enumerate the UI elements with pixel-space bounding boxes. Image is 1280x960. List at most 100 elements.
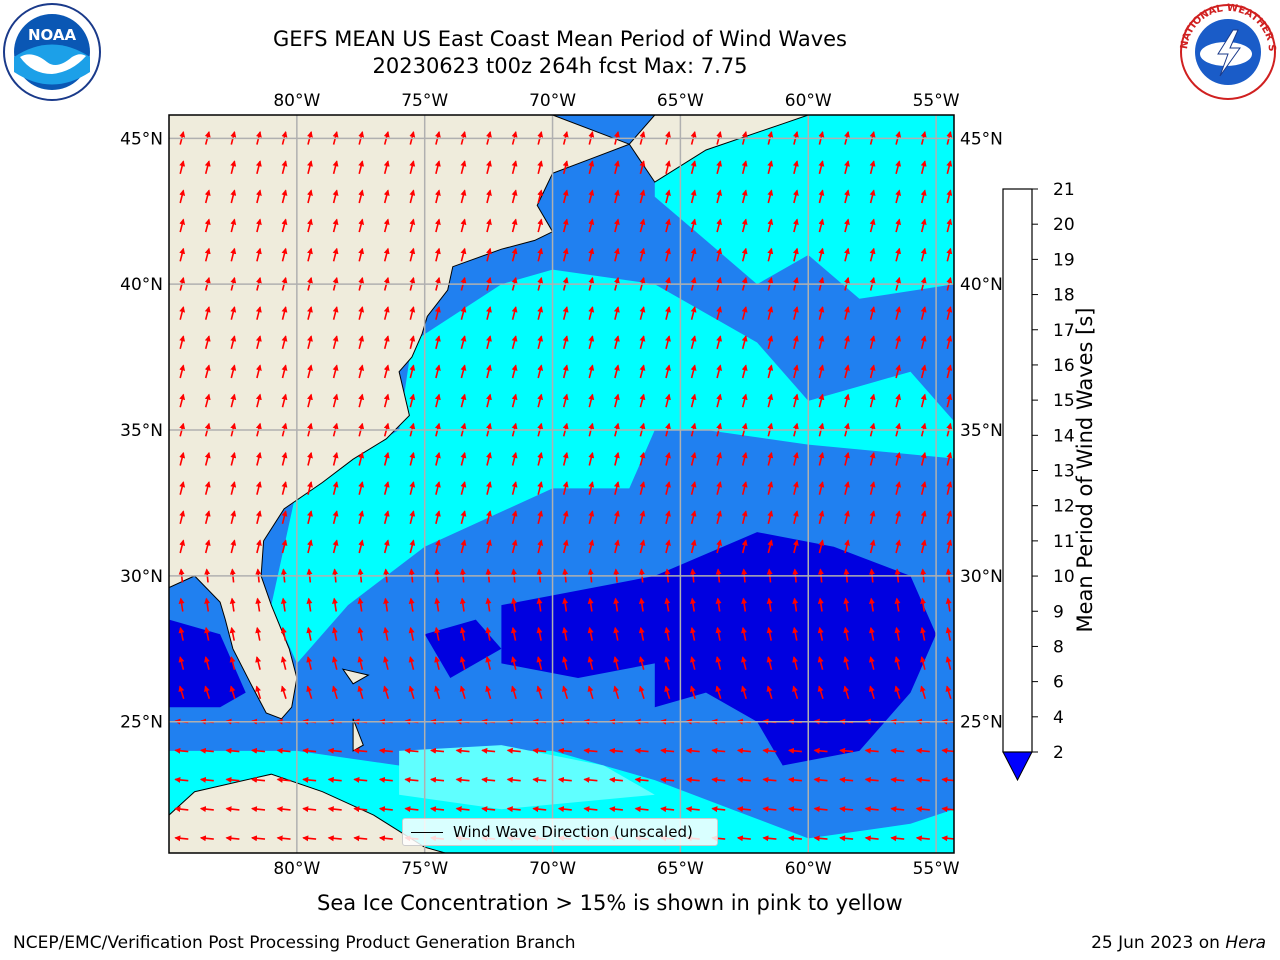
wave-arrow: [665, 451, 671, 466]
wave-arrow: [511, 539, 518, 554]
colorbar-tick-label: 14: [1053, 426, 1075, 446]
wave-arrow: [178, 626, 185, 641]
wave-arrow: [511, 364, 518, 379]
wave-arrow: [690, 393, 697, 408]
wave-arrow: [511, 510, 518, 524]
wave-arrow: [792, 364, 799, 379]
wave-arrow: [562, 510, 569, 524]
wave-arrow: [255, 335, 262, 349]
wave-arrow: [332, 306, 339, 320]
wave-arrow: [741, 247, 748, 262]
wave-arrow: [741, 510, 748, 524]
wave-arrow: [613, 510, 620, 524]
wave-arrow: [792, 393, 799, 408]
wave-arrow: [844, 335, 850, 349]
wave-arrow: [332, 247, 339, 262]
wave-arrow: [766, 685, 773, 700]
wave-arrow: [204, 481, 211, 495]
wave-arrow: [689, 626, 696, 641]
wave-arrow: [736, 776, 751, 783]
wave-arrow: [613, 539, 620, 554]
wave-arrow: [229, 685, 236, 700]
wave-arrow: [358, 160, 365, 174]
wave-arrow: [715, 685, 722, 700]
wave-arrow: [690, 306, 697, 320]
wave-arrow: [844, 510, 850, 524]
wave-arrow: [890, 835, 905, 842]
wave-arrow: [511, 306, 518, 320]
wave-arrow: [920, 393, 927, 408]
wave-arrow: [353, 806, 368, 813]
wave-arrow: [639, 510, 646, 525]
wave-arrow: [864, 806, 879, 813]
wave-arrow: [869, 510, 876, 524]
lat-tick-left: 45°N: [120, 129, 163, 149]
wave-arrow: [358, 247, 365, 262]
wave-arrow: [307, 160, 313, 174]
wave-arrow: [251, 835, 266, 842]
wave-arrow: [331, 656, 338, 670]
wave-arrow: [460, 364, 467, 379]
wave-arrow: [665, 481, 671, 495]
wave-arrow: [199, 806, 214, 813]
wave-arrow: [869, 247, 876, 262]
wave-arrow: [174, 747, 189, 754]
wave-arrow: [327, 747, 342, 754]
wave-arrow: [741, 364, 748, 379]
wave-arrow: [711, 747, 726, 754]
noaa-logo: NOAA: [3, 3, 101, 101]
wave-arrow: [302, 835, 317, 842]
wave-arrow: [306, 626, 313, 641]
wave-arrow: [716, 393, 723, 408]
wave-arrow: [255, 218, 262, 233]
wave-arrow: [890, 806, 905, 813]
wave-arrow: [562, 451, 569, 466]
lon-tick-top: 55°W: [913, 91, 960, 111]
wave-arrow: [920, 539, 927, 554]
wave-arrow: [178, 685, 185, 700]
wave-arrow: [383, 685, 390, 700]
colorbar-tick-label: 8: [1053, 637, 1064, 657]
wave-arrow: [404, 776, 419, 783]
wave-arrow: [383, 451, 390, 466]
wave-arrow: [230, 539, 237, 554]
wave-arrow: [281, 393, 288, 408]
wave-arrow: [685, 747, 700, 754]
wave-arrow: [792, 626, 799, 641]
wave-arrow: [332, 539, 339, 554]
wave-arrow: [378, 835, 393, 842]
wave-arrow: [307, 510, 313, 524]
wave-arrow: [613, 451, 620, 466]
wave-arrow: [434, 393, 441, 408]
wave-arrow: [204, 597, 211, 612]
wave-arrow: [890, 747, 905, 754]
wave-arrow: [562, 189, 569, 204]
wave-arrow: [818, 481, 825, 495]
wave-arrow: [486, 393, 492, 408]
wave-arrow: [788, 747, 802, 754]
wave-arrow: [179, 481, 186, 495]
wave-arrow: [941, 776, 954, 783]
wave-arrow: [434, 247, 441, 262]
wave-arrow: [945, 597, 952, 612]
lon-tick-top: 75°W: [401, 91, 448, 111]
wave-arrow: [179, 306, 186, 320]
wave-arrow: [199, 835, 214, 842]
wave-arrow: [332, 597, 338, 612]
wave-arrow: [945, 685, 952, 700]
wave-arrow: [408, 597, 415, 612]
wave-arrow: [281, 247, 288, 262]
wave-arrow: [588, 481, 595, 495]
wave-arrow: [557, 776, 572, 783]
wave-arrow: [331, 626, 338, 641]
wave-arrow: [537, 393, 544, 408]
wave-arrow: [741, 597, 748, 612]
wave-arrow: [716, 539, 723, 554]
wave-arrow: [460, 335, 467, 350]
wave-arrow: [869, 364, 876, 379]
land-nova-scotia: [628, 115, 809, 183]
wave-arrow: [920, 656, 926, 670]
wave-arrow: [485, 685, 492, 700]
wave-arrow: [378, 776, 393, 783]
